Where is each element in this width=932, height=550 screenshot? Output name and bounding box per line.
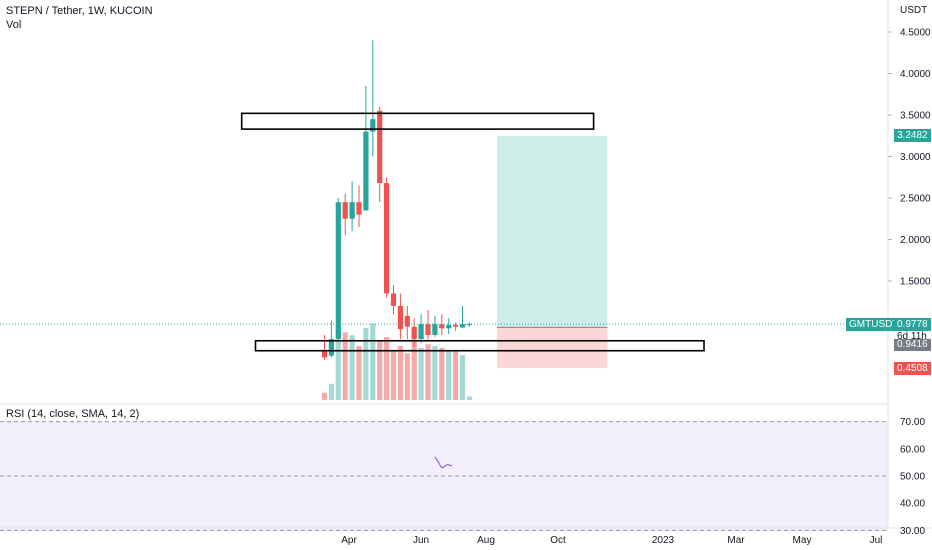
volume-bar xyxy=(328,383,334,400)
price-tick-label: 2.0000 xyxy=(900,235,931,246)
rsi-tick-label: 30.00 xyxy=(900,526,925,537)
candle-body xyxy=(335,202,341,340)
rsi-tick-label: 40.00 xyxy=(900,499,925,510)
volume-bar xyxy=(356,346,362,400)
candle-body xyxy=(404,315,410,327)
candle-body xyxy=(390,293,397,306)
profit-zone xyxy=(497,135,608,328)
volume-bar xyxy=(342,332,348,400)
candle-body xyxy=(466,324,472,326)
chart-title: STEPN / Tether, 1W, KUCOIN xyxy=(6,5,153,17)
volume-bar xyxy=(439,347,445,400)
price-tick-label: 1.5000 xyxy=(900,277,931,288)
volume-bar xyxy=(390,350,397,400)
target-price-badge: 3.2482 xyxy=(894,129,931,143)
candle-body xyxy=(425,324,431,335)
price-tick-label: 4.5000 xyxy=(900,28,931,39)
candle-body xyxy=(453,324,459,327)
price-tick-label: 2.5000 xyxy=(900,194,931,205)
price-tick-label: 4.0000 xyxy=(900,69,931,80)
time-tick-label: Aug xyxy=(477,535,495,546)
entry-price-badge: 0.9416 xyxy=(894,339,931,352)
volume-bar xyxy=(335,341,341,400)
volume-bar xyxy=(418,347,424,400)
price-tick-label: 3.0000 xyxy=(900,152,931,163)
volume-bar xyxy=(370,323,376,400)
volume-bar xyxy=(459,355,466,400)
candle-body xyxy=(349,202,355,219)
position-zones xyxy=(497,135,608,369)
candle-body xyxy=(356,202,362,215)
candle-body xyxy=(446,324,452,329)
time-tick-label: Apr xyxy=(341,535,357,546)
support-box[interactable] xyxy=(254,339,705,352)
drawn-rectangles[interactable] xyxy=(240,112,705,352)
candle-body xyxy=(384,183,390,294)
rsi-line xyxy=(434,456,453,469)
volume-bar xyxy=(411,341,417,400)
time-tick-label: 2023 xyxy=(652,535,675,546)
time-tick-label: Jul xyxy=(870,535,883,546)
volume-bar xyxy=(349,335,355,400)
volume-bar xyxy=(404,353,410,400)
price-unit: USDT xyxy=(900,5,928,16)
rsi-tick-label: 60.00 xyxy=(900,444,925,455)
time-tick-label: May xyxy=(793,535,812,546)
candle-body xyxy=(342,202,348,219)
volume-bar xyxy=(384,337,390,400)
rsi-label: RSI (14, close, SMA, 14, 2) xyxy=(6,408,140,420)
candle-body xyxy=(411,326,417,340)
time-tick-label: Oct xyxy=(550,535,566,546)
time-tick-label: Mar xyxy=(727,535,745,546)
time-tick-label: Jun xyxy=(413,535,429,546)
candle-body xyxy=(363,131,369,211)
volume-bar xyxy=(321,392,328,400)
volume-bars xyxy=(321,323,472,400)
volume-bar xyxy=(466,396,472,400)
candle-body xyxy=(328,339,334,356)
candlesticks xyxy=(321,40,472,360)
volume-bar xyxy=(453,350,459,400)
price-tick-label: 3.5000 xyxy=(900,111,931,122)
candle-body xyxy=(418,324,424,340)
rsi-panel xyxy=(0,403,888,531)
candle-body xyxy=(459,324,466,328)
volume-bar xyxy=(446,350,452,400)
candle-body xyxy=(397,305,403,330)
candle-body xyxy=(432,324,438,335)
stop-price-badge: 0.4508 xyxy=(894,361,931,375)
candle-body xyxy=(377,110,383,184)
volume-bar xyxy=(363,328,369,400)
volume-bar xyxy=(397,346,403,400)
rsi-tick-label: 70.00 xyxy=(900,417,925,428)
volume-bar xyxy=(425,344,431,400)
volume-bar xyxy=(377,341,383,400)
loss-zone xyxy=(497,327,608,369)
candle-body xyxy=(321,351,328,358)
rsi-tick-label: 50.00 xyxy=(900,472,925,483)
candle-body xyxy=(370,119,376,132)
resistance-box[interactable] xyxy=(240,112,595,130)
volume-bar xyxy=(432,346,438,400)
volume-label: Vol xyxy=(6,19,22,31)
candle-body xyxy=(439,324,445,329)
symbol-badge: GMTUSDT xyxy=(846,317,902,331)
last-price-badge: 0.9778 xyxy=(894,317,931,331)
